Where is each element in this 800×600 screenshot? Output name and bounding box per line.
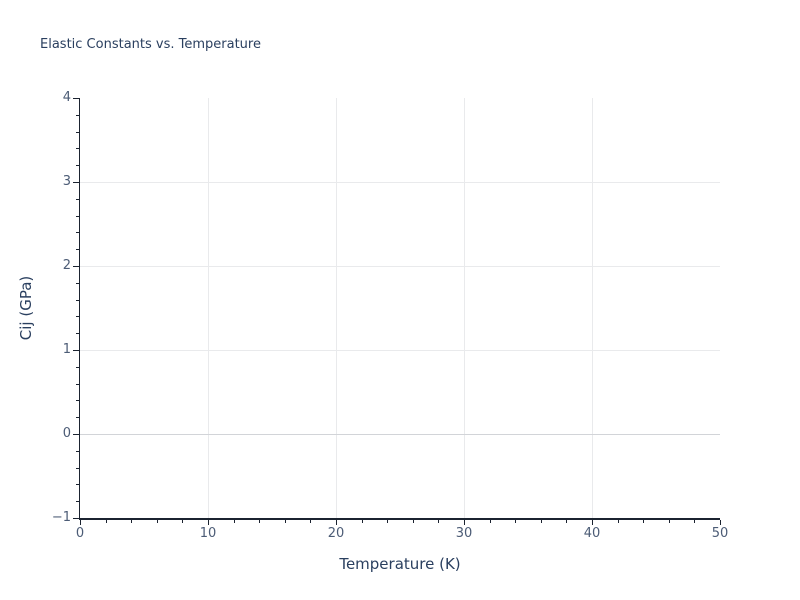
x-minor-tick xyxy=(284,519,286,523)
y-minor-tick xyxy=(75,366,79,368)
y-minor-tick xyxy=(75,232,79,234)
y-gridline xyxy=(80,182,720,183)
y-tick-label: −1 xyxy=(51,510,71,525)
y-minor-tick xyxy=(75,215,79,217)
y-minor-tick xyxy=(75,467,79,469)
x-minor-tick xyxy=(668,519,670,523)
y-minor-tick xyxy=(75,333,79,335)
y-minor-tick xyxy=(75,198,79,200)
y-major-tick xyxy=(73,350,79,351)
x-minor-tick xyxy=(387,519,389,523)
y-axis-title: Cij (GPa) xyxy=(17,275,35,341)
x-major-tick xyxy=(464,519,465,525)
x-tick-label: 40 xyxy=(583,526,601,541)
y-tick-label: 4 xyxy=(62,90,71,105)
x-minor-tick xyxy=(489,519,491,523)
x-axis-title: Temperature (K) xyxy=(339,555,461,573)
y-minor-tick xyxy=(75,249,79,251)
x-gridline xyxy=(592,98,593,518)
x-minor-tick xyxy=(643,519,645,523)
y-major-tick xyxy=(73,518,79,519)
plot-area[interactable] xyxy=(80,98,720,518)
x-minor-tick xyxy=(182,519,184,523)
x-axis-line xyxy=(78,518,720,520)
y-minor-tick xyxy=(75,400,79,402)
x-major-tick xyxy=(720,519,721,525)
x-major-tick xyxy=(336,519,337,525)
y-major-tick xyxy=(73,434,79,435)
x-minor-tick xyxy=(105,519,107,523)
x-minor-tick xyxy=(566,519,568,523)
x-minor-tick xyxy=(438,519,440,523)
y-major-tick xyxy=(73,182,79,183)
x-gridline xyxy=(336,98,337,518)
y-minor-tick xyxy=(75,114,79,116)
y-gridline xyxy=(80,266,720,267)
y-minor-tick xyxy=(75,316,79,318)
x-minor-tick xyxy=(259,519,261,523)
x-major-tick xyxy=(80,519,81,525)
y-minor-tick xyxy=(75,148,79,150)
x-gridline xyxy=(208,98,209,518)
x-major-tick xyxy=(592,519,593,525)
y-minor-tick xyxy=(75,282,79,284)
y-minor-tick xyxy=(75,165,79,167)
y-major-tick xyxy=(73,98,79,99)
x-minor-tick xyxy=(156,519,158,523)
y-minor-tick xyxy=(75,131,79,133)
y-axis-line xyxy=(78,98,80,520)
x-tick-label: 50 xyxy=(711,526,729,541)
y-minor-tick xyxy=(75,450,79,452)
x-minor-tick xyxy=(540,519,542,523)
x-minor-tick xyxy=(515,519,517,523)
x-tick-label: 20 xyxy=(327,526,345,541)
x-tick-label: 30 xyxy=(455,526,473,541)
x-tick-label: 0 xyxy=(75,526,85,541)
y-minor-tick xyxy=(75,501,79,503)
y-minor-tick xyxy=(75,299,79,301)
x-minor-tick xyxy=(310,519,312,523)
x-minor-tick xyxy=(233,519,235,523)
x-minor-tick xyxy=(412,519,414,523)
y-minor-tick xyxy=(75,383,79,385)
x-major-tick xyxy=(208,519,209,525)
y-tick-label: 0 xyxy=(62,426,71,441)
x-gridline xyxy=(464,98,465,518)
x-minor-tick xyxy=(617,519,619,523)
zeroline xyxy=(80,433,720,435)
y-tick-label: 3 xyxy=(62,174,71,189)
y-major-tick xyxy=(73,266,79,267)
y-tick-label: 2 xyxy=(62,258,71,273)
y-minor-tick xyxy=(75,417,79,419)
x-tick-label: 10 xyxy=(199,526,217,541)
y-tick-label: 1 xyxy=(62,342,71,357)
x-minor-tick xyxy=(361,519,363,523)
y-gridline xyxy=(80,350,720,351)
y-minor-tick xyxy=(75,484,79,486)
chart-title: Elastic Constants vs. Temperature xyxy=(40,37,261,52)
x-minor-tick xyxy=(694,519,696,523)
x-minor-tick xyxy=(131,519,133,523)
